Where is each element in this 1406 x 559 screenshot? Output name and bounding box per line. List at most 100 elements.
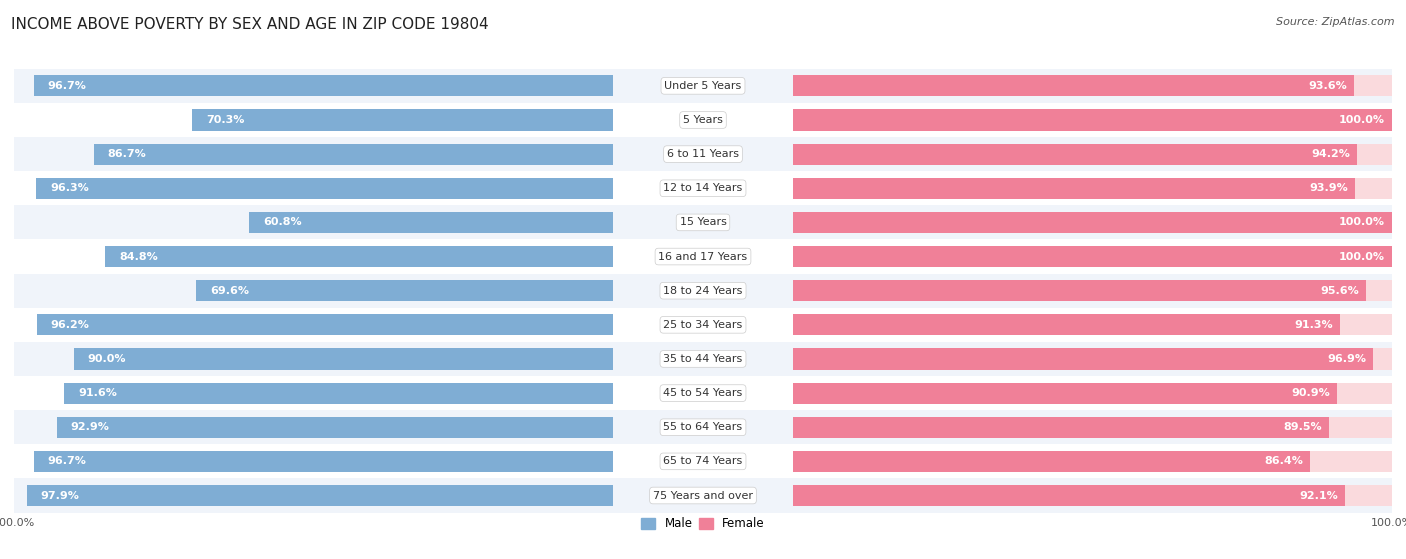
Text: 90.0%: 90.0% (87, 354, 127, 364)
Bar (14, 239, 1392, 273)
Bar (793, 314, 1340, 335)
Text: 90.9%: 90.9% (1292, 388, 1330, 398)
Text: 25 to 34 Years: 25 to 34 Years (664, 320, 742, 330)
Text: 69.6%: 69.6% (209, 286, 249, 296)
Bar (14, 308, 1392, 342)
Text: 100.0%: 100.0% (1339, 252, 1385, 262)
Bar (94, 144, 613, 165)
Text: 60.8%: 60.8% (263, 217, 301, 228)
Bar (27, 485, 613, 506)
Bar (0, 246, 14, 267)
Bar (0, 178, 14, 199)
Bar (793, 144, 1357, 165)
Bar (75, 348, 613, 369)
Bar (14, 479, 1392, 513)
Bar (793, 212, 1392, 233)
Text: 6 to 11 Years: 6 to 11 Years (666, 149, 740, 159)
Bar (193, 110, 613, 131)
Text: 35 to 44 Years: 35 to 44 Years (664, 354, 742, 364)
Bar (793, 416, 1392, 438)
Bar (0, 485, 14, 506)
Bar (793, 178, 1392, 199)
Text: 96.7%: 96.7% (48, 456, 87, 466)
Bar (793, 451, 1392, 472)
Bar (14, 205, 1392, 239)
Bar (793, 382, 1337, 404)
Text: 18 to 24 Years: 18 to 24 Years (664, 286, 742, 296)
Bar (793, 280, 1392, 301)
Text: 86.7%: 86.7% (107, 149, 146, 159)
Bar (793, 348, 1392, 369)
Bar (793, 212, 1392, 233)
Bar (0, 314, 14, 335)
Text: 84.8%: 84.8% (120, 252, 157, 262)
Bar (34, 451, 613, 472)
Text: 92.1%: 92.1% (1299, 490, 1337, 500)
Bar (793, 144, 1392, 165)
Bar (14, 171, 1392, 205)
Text: 65 to 74 Years: 65 to 74 Years (664, 456, 742, 466)
Text: 55 to 64 Years: 55 to 64 Years (664, 422, 742, 432)
Legend: Male, Female: Male, Female (637, 513, 769, 535)
Bar (56, 416, 613, 438)
Bar (793, 110, 1392, 131)
Bar (14, 273, 1392, 308)
Text: 15 Years: 15 Years (679, 217, 727, 228)
Bar (793, 75, 1354, 97)
Bar (14, 376, 1392, 410)
Bar (37, 178, 613, 199)
Bar (249, 212, 613, 233)
Bar (793, 416, 1329, 438)
Text: 45 to 54 Years: 45 to 54 Years (664, 388, 742, 398)
Bar (65, 382, 613, 404)
Text: 86.4%: 86.4% (1264, 456, 1303, 466)
Text: 97.9%: 97.9% (41, 490, 79, 500)
Bar (793, 178, 1355, 199)
Bar (793, 348, 1374, 369)
Bar (0, 451, 14, 472)
Bar (14, 410, 1392, 444)
Text: 91.6%: 91.6% (79, 388, 117, 398)
Bar (793, 75, 1392, 97)
Bar (0, 416, 14, 438)
Bar (793, 485, 1344, 506)
Text: INCOME ABOVE POVERTY BY SEX AND AGE IN ZIP CODE 19804: INCOME ABOVE POVERTY BY SEX AND AGE IN Z… (11, 17, 489, 32)
Text: 93.9%: 93.9% (1310, 183, 1348, 193)
Text: 94.2%: 94.2% (1312, 149, 1350, 159)
Text: Under 5 Years: Under 5 Years (665, 81, 741, 91)
Text: 5 Years: 5 Years (683, 115, 723, 125)
Text: 96.2%: 96.2% (51, 320, 90, 330)
Bar (793, 110, 1392, 131)
Bar (14, 69, 1392, 103)
Bar (0, 212, 14, 233)
Bar (793, 246, 1392, 267)
Bar (105, 246, 613, 267)
Text: 96.3%: 96.3% (51, 183, 89, 193)
Bar (793, 246, 1392, 267)
Bar (0, 348, 14, 369)
Bar (34, 75, 613, 97)
Text: 92.9%: 92.9% (70, 422, 110, 432)
Bar (37, 314, 613, 335)
Bar (14, 342, 1392, 376)
Text: 70.3%: 70.3% (205, 115, 245, 125)
Bar (793, 280, 1365, 301)
Bar (197, 280, 613, 301)
Text: 100.0%: 100.0% (1339, 115, 1385, 125)
Bar (793, 314, 1392, 335)
Bar (14, 103, 1392, 137)
Bar (0, 75, 14, 97)
Text: 95.6%: 95.6% (1320, 286, 1358, 296)
Text: 75 Years and over: 75 Years and over (652, 490, 754, 500)
Bar (0, 280, 14, 301)
Bar (0, 110, 14, 131)
Bar (14, 444, 1392, 479)
Text: 16 and 17 Years: 16 and 17 Years (658, 252, 748, 262)
Bar (793, 485, 1392, 506)
Text: 96.7%: 96.7% (48, 81, 87, 91)
Bar (0, 382, 14, 404)
Bar (0, 144, 14, 165)
Bar (793, 451, 1310, 472)
Text: Source: ZipAtlas.com: Source: ZipAtlas.com (1277, 17, 1395, 27)
Bar (14, 137, 1392, 171)
